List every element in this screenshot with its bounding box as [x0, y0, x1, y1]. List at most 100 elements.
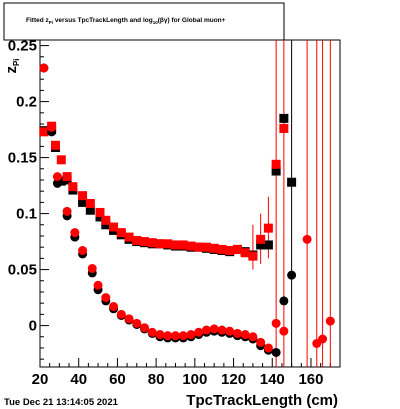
data-point-circle [279, 296, 289, 306]
data-point-square [225, 246, 235, 256]
data-point-square [201, 242, 211, 252]
x-tick-label: 100 [182, 371, 207, 388]
timestamp: Tue Dec 21 13:14:05 2021 [4, 397, 119, 408]
data-point-square [186, 241, 196, 251]
title-box [3, 2, 285, 41]
data-point-square [78, 197, 88, 207]
data-point-square [256, 234, 266, 244]
data-point-circle [178, 331, 188, 341]
x-tick-label: 20 [32, 371, 49, 388]
data-point-square [279, 123, 289, 133]
data-point-square [95, 207, 105, 217]
data-point-circle [52, 172, 62, 182]
data-point-circle [132, 318, 142, 328]
data-point-circle [124, 314, 134, 324]
data-point-square [248, 251, 258, 261]
data-point-circle [62, 206, 72, 216]
data-point-circle [47, 122, 57, 132]
title-log-subscript: 10 [153, 20, 159, 25]
data-point-circle [248, 332, 258, 342]
chart-title: Fitted zPi versus TpcTrackLength and log… [26, 17, 226, 25]
data-point-square [240, 248, 250, 258]
data-point-circle [325, 316, 335, 326]
data-point-square [194, 242, 204, 252]
title-suffix: (βγ) for Global muon+ [158, 17, 226, 24]
x-tick-label: 60 [109, 371, 126, 388]
data-point-square [109, 222, 119, 232]
data-point-circle [170, 331, 180, 341]
x-tick-label: 140 [260, 371, 285, 388]
data-point-square [271, 159, 281, 169]
series-red-circles [39, 63, 335, 353]
data-point-circle [256, 337, 266, 347]
title-prefix: Fitted z [26, 17, 49, 24]
data-point-square [178, 240, 188, 250]
data-point-circle [52, 178, 62, 188]
y-tick-label: 0.2 [16, 94, 37, 111]
y-tick-label: 0.25 [8, 38, 37, 55]
data-point-circle [232, 328, 242, 338]
data-point-circle [87, 263, 97, 273]
plot-frame [39, 39, 341, 368]
data-point-square [85, 205, 95, 215]
data-point-circle [271, 347, 281, 357]
x-tick-label: 160 [298, 371, 323, 388]
y-axis-label-subscript: Pi [12, 58, 21, 66]
data-point-circle [318, 334, 328, 344]
data-point-square [256, 240, 266, 250]
data-point-square [124, 232, 134, 242]
data-point-circle [78, 246, 88, 256]
data-point-square [140, 237, 150, 247]
data-point-square [132, 235, 142, 245]
series-black-circles [39, 63, 297, 357]
data-point-circle [70, 228, 80, 238]
data-point-circle [225, 326, 235, 336]
y-tick-label: 0.15 [8, 150, 37, 167]
data-point-square [279, 113, 289, 123]
data-point-square [68, 182, 78, 192]
data-point-square [217, 244, 227, 254]
data-point-circle [287, 270, 297, 280]
x-tick-label: 40 [70, 371, 87, 388]
data-point-circle [263, 343, 273, 353]
data-point-square [209, 243, 219, 253]
data-point-circle [39, 63, 49, 73]
data-point-circle [271, 318, 281, 328]
y-tick-label: 0.05 [8, 262, 37, 279]
data-point-circle [163, 331, 173, 341]
data-point-square [39, 127, 49, 137]
x-tick-label: 120 [221, 371, 246, 388]
data-point-circle [209, 324, 219, 334]
data-point-circle [101, 293, 111, 303]
data-point-square [163, 239, 173, 249]
data-point-square [263, 240, 273, 250]
data-point-circle [201, 325, 211, 335]
data-point-circle [194, 327, 204, 337]
data-point-circle [240, 330, 250, 340]
x-tick-label: 80 [148, 371, 165, 388]
data-point-circle [302, 234, 312, 244]
data-point-circle [186, 330, 196, 340]
data-point-square [50, 140, 60, 150]
y-tick-label: 0 [29, 318, 37, 335]
x-axis-label: TpcTrackLength (cm) [186, 392, 338, 409]
y-tick-label: 0.1 [16, 206, 37, 223]
data-point-circle [155, 330, 165, 340]
data-point-circle [93, 280, 103, 290]
data-point-square [232, 244, 242, 254]
x-axis: 20 40 60 80 100 120 140 160 [32, 358, 341, 388]
title-middle: versus TpcTrackLength and log [53, 17, 153, 24]
y-axis: 0 0.05 0.1 0.15 0.2 0.25 [8, 38, 49, 360]
data-point-square [85, 199, 95, 208]
y-axis-label: zPi [3, 58, 21, 73]
data-point-square [62, 172, 72, 182]
data-point-square [271, 166, 281, 176]
data-point-square [170, 240, 180, 250]
data-point-circle [140, 323, 150, 333]
data-point-square [155, 239, 165, 249]
series-red-squares [39, 121, 289, 261]
data-point-square [287, 177, 297, 187]
data-point-square [78, 191, 88, 201]
data-point-circle [147, 327, 157, 337]
